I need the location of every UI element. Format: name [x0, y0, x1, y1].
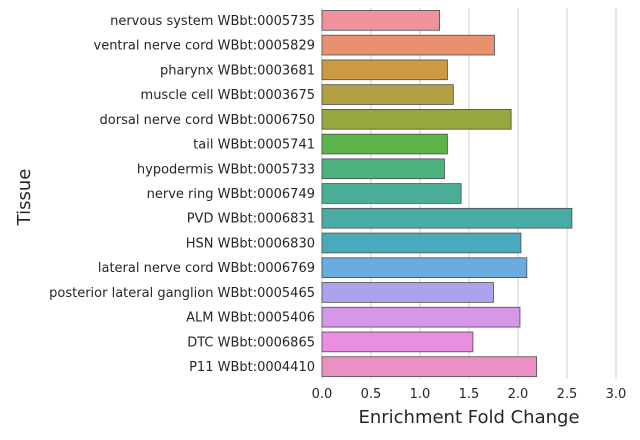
x-axis-title: Enrichment Fold Change: [358, 407, 579, 428]
y-tick-label: muscle cell WBbt:0003675: [141, 88, 315, 103]
y-tick-labels: nervous system WBbt:0005735 ventral nerve…: [49, 14, 315, 375]
x-tick-label: 3.0: [606, 387, 627, 402]
bar: [321, 34, 495, 56]
bar: [321, 232, 522, 254]
y-tick-label: PVD WBbt:0006831: [187, 212, 315, 227]
bar: [321, 282, 494, 303]
bar: [321, 306, 521, 328]
x-tick-label: 2.0: [508, 387, 529, 402]
bar: [321, 84, 454, 105]
y-tick-label: DTC WBbt:0006865: [187, 335, 315, 350]
x-tick-label: 1.0: [410, 387, 431, 402]
y-tick-label: nervous system WBbt:0005735: [110, 14, 315, 29]
bar: [321, 133, 448, 155]
y-tick-label: lateral nerve cord WBbt:0006769: [98, 261, 315, 276]
y-tick-label: P11 WBbt:0004410: [189, 360, 315, 375]
y-axis-title: Tissue: [14, 169, 35, 227]
y-tick-label: hypodermis WBbt:0005733: [137, 162, 315, 177]
y-tick-label: posterior lateral ganglion WBbt:0005465: [49, 286, 315, 301]
x-tick-labels: 0.0 0.5 1.0 1.5 2.0 2.5 3.0: [312, 387, 627, 402]
bar: [321, 257, 528, 278]
y-tick-label: nerve ring WBbt:0006749: [147, 187, 315, 202]
y-tick-label: tail WBbt:0005741: [193, 138, 315, 153]
y-tick-label: ALM WBbt:0005406: [186, 311, 315, 326]
y-tick-label: pharynx WBbt:0003681: [160, 63, 315, 78]
bar: [321, 59, 448, 81]
bar: [321, 331, 474, 353]
bar: [321, 207, 573, 229]
bar: [321, 109, 512, 130]
x-tick-label: 0.5: [361, 387, 382, 402]
x-tick-label: 2.5: [557, 387, 578, 402]
bar: [321, 183, 462, 204]
bar: [321, 356, 538, 377]
x-tick-label: 0.0: [312, 387, 333, 402]
y-tick-label: dorsal nerve cord WBbt:0006750: [100, 113, 315, 128]
x-tick-label: 1.5: [459, 387, 480, 402]
bar: [321, 10, 440, 31]
y-tick-label: ventral nerve cord WBbt:0005829: [94, 39, 316, 54]
bar: [321, 158, 445, 180]
y-tick-label: HSN WBbt:0006830: [186, 236, 315, 251]
bars: [321, 10, 573, 377]
